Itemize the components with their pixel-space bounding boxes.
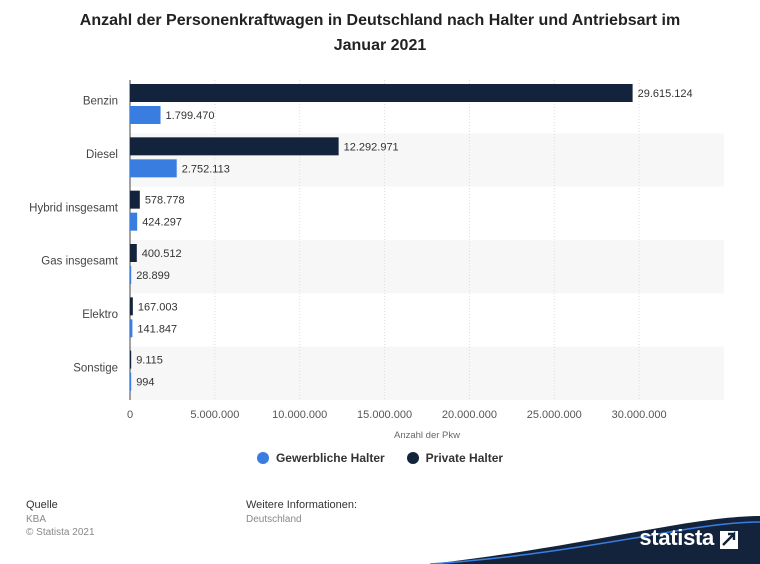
category-label: Gas insgesamt	[41, 256, 119, 268]
band-background	[130, 346, 724, 400]
legend-label-private-halter: Private Halter	[425, 451, 504, 465]
x-tick-label: 25.000.000	[527, 409, 582, 421]
chart-title: Anzahl der Personenkraftwagen in Deutsch…	[40, 8, 720, 58]
source-heading: Quelle	[26, 499, 58, 511]
category-label: Benzin	[83, 96, 118, 108]
x-axis-title: Anzahl der Pkw	[394, 430, 460, 441]
data-label-gewerbliche-halter: 424.297	[142, 217, 182, 229]
data-label-private-halter: 29.615.124	[638, 88, 693, 100]
data-label-gewerbliche-halter: 1.799.470	[166, 110, 215, 122]
source-block: Quelle KBA © Statista 2021	[26, 499, 95, 539]
data-label-private-halter: 400.512	[142, 248, 182, 260]
bar-gewerbliche-halter	[130, 266, 132, 284]
bar-private-halter	[130, 297, 133, 316]
legend-dot-private-halter	[406, 452, 419, 464]
x-tick-label: 0	[127, 409, 133, 421]
category-label: Diesel	[86, 149, 118, 161]
legend-item-gewerbliche-halter[interactable]: Gewerbliche Halter	[256, 451, 385, 465]
x-tick-label: 10.000.000	[272, 409, 327, 421]
brand-wave-shape	[430, 516, 760, 564]
legend-item-private-halter[interactable]: Private Halter	[406, 451, 504, 465]
data-label-private-halter: 9.115	[136, 355, 163, 367]
data-label-private-halter: 578.778	[145, 195, 185, 207]
data-label-private-halter: 12.292.971	[344, 141, 399, 153]
legend-dot-gewerbliche-halter	[256, 452, 269, 464]
bar-private-halter	[130, 84, 633, 102]
statista-logo-icon	[720, 531, 738, 549]
bar-gewerbliche-halter	[130, 212, 138, 231]
band-background	[130, 240, 724, 294]
bar-private-halter	[130, 137, 339, 156]
bar-gewerbliche-halter	[130, 106, 161, 124]
copyright-text: © Statista 2021	[26, 527, 95, 538]
x-tick-label: 20.000.000	[442, 409, 497, 421]
data-label-gewerbliche-halter: 994	[136, 377, 154, 389]
bar-gewerbliche-halter	[130, 372, 132, 391]
bar-private-halter	[130, 190, 140, 209]
data-label-private-halter: 167.003	[138, 301, 178, 313]
source-name: KBA	[26, 514, 47, 525]
data-label-gewerbliche-halter: 2.752.113	[182, 163, 230, 175]
statista-logo-text: statista	[639, 525, 714, 550]
x-tick-label: 15.000.000	[357, 409, 412, 421]
legend-label-gewerbliche-halter: Gewerbliche Halter	[275, 451, 385, 465]
data-label-gewerbliche-halter: 28.899	[136, 270, 170, 282]
category-label: Hybrid insgesamt	[29, 202, 119, 214]
info-heading: Weitere Informationen:	[246, 499, 358, 511]
info-block: Weitere Informationen: Deutschland	[246, 499, 357, 526]
x-tick-label: 30.000.000	[612, 409, 667, 421]
category-label: Sonstige	[73, 362, 118, 374]
info-text: Deutschland	[246, 514, 302, 525]
x-tick-label: 5.000.000	[190, 409, 239, 421]
chart-title-line-1: Anzahl der Personenkraftwagen in Deutsch…	[79, 12, 681, 29]
bar-gewerbliche-halter	[130, 159, 177, 178]
data-label-gewerbliche-halter: 141.847	[137, 323, 177, 335]
bar-private-halter	[130, 244, 137, 262]
category-label: Elektro	[82, 309, 118, 321]
bar-gewerbliche-halter	[130, 319, 133, 338]
chart-legend: Gewerbliche Halter Private Halter	[0, 451, 760, 465]
chart-title-line-2: Januar 2021	[333, 37, 427, 54]
bar-private-halter	[130, 350, 132, 369]
statista-brand-banner[interactable]: statista	[430, 516, 760, 564]
